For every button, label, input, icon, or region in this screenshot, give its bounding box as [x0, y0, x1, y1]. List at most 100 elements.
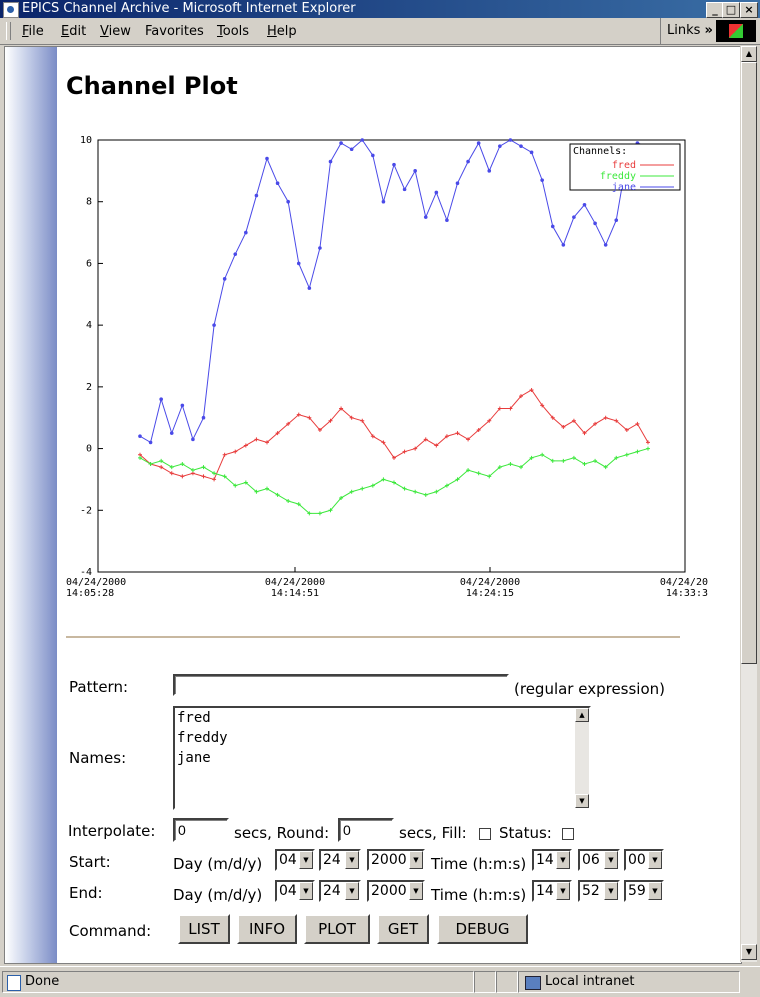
end-year-select[interactable]: 2000 ▼ — [367, 880, 425, 902]
data-point-fred — [413, 446, 418, 451]
dropdown-arrow-icon: ▼ — [345, 851, 359, 869]
data-point-freddy — [381, 477, 386, 482]
data-point-jane — [381, 199, 386, 204]
data-point-fred — [561, 424, 566, 429]
info-button[interactable]: INFO — [237, 914, 297, 944]
names-label: Names: — [69, 749, 127, 767]
page-scrollbar[interactable]: ▲ ▼ — [740, 46, 757, 962]
menu-view[interactable]: View — [100, 24, 131, 39]
close-button[interactable]: × — [740, 2, 758, 18]
toolbar-grip[interactable] — [6, 22, 11, 40]
data-point-freddy — [360, 486, 365, 491]
data-point-fred — [286, 421, 291, 426]
legend-label-freddy: freddy — [600, 171, 636, 182]
scroll-up-arrow-icon[interactable]: ▲ — [575, 708, 589, 722]
list-item[interactable]: freddy — [177, 730, 228, 746]
data-point-freddy — [423, 492, 428, 497]
links-more-chevron[interactable]: » — [704, 23, 713, 38]
links-toolbar[interactable]: Links » — [660, 18, 713, 44]
interpolate-input[interactable] — [173, 818, 229, 842]
data-point-freddy — [550, 458, 555, 463]
scroll-down-arrow-icon[interactable]: ▼ — [575, 794, 589, 808]
data-point-freddy — [646, 446, 650, 451]
status-checkbox[interactable] — [562, 828, 574, 840]
data-point-freddy — [212, 471, 217, 476]
data-point-fred — [646, 440, 650, 445]
start-year-select[interactable]: 2000 ▼ — [367, 849, 425, 871]
list-item[interactable]: jane — [177, 750, 211, 766]
data-point-jane — [318, 246, 322, 250]
plot-button[interactable]: PLOT — [304, 914, 370, 944]
data-point-fred — [487, 418, 492, 423]
menu-favorites[interactable]: Favorites — [145, 24, 204, 39]
decorative-left-band — [5, 47, 57, 963]
end-month-select[interactable]: 04 ▼ — [275, 880, 315, 902]
data-point-jane — [434, 190, 439, 195]
fill-label: secs, Fill: — [399, 824, 467, 842]
start-day-select[interactable]: 24 ▼ — [319, 849, 361, 871]
end-second-select[interactable]: 59 ▼ — [624, 880, 664, 902]
list-item[interactable]: fred — [177, 710, 211, 726]
menu-file[interactable]: File — [22, 24, 44, 39]
y-tick-label: 4 — [86, 320, 92, 331]
dropdown-arrow-icon: ▼ — [299, 882, 313, 900]
data-point-fred — [212, 477, 217, 482]
status-bar: Done Local intranet — [0, 966, 760, 997]
debug-button[interactable]: DEBUG — [437, 914, 528, 944]
menu-help[interactable]: Help — [267, 24, 297, 39]
start-hour-select[interactable]: 14 ▼ — [532, 849, 572, 871]
data-point-fred — [339, 406, 344, 411]
data-point-fred — [455, 431, 460, 436]
data-point-freddy — [614, 455, 619, 460]
start-second-select[interactable]: 00 ▼ — [624, 849, 664, 871]
ie-icon — [3, 2, 19, 18]
data-point-freddy — [286, 499, 291, 504]
end-day-label: Day (m/d/y) — [173, 886, 263, 904]
data-point-jane — [614, 218, 619, 223]
data-point-fred — [254, 437, 259, 442]
data-point-fred — [635, 421, 640, 426]
menu-tools[interactable]: Tools — [217, 24, 250, 39]
start-label: Start: — [69, 853, 111, 871]
scroll-thumb[interactable] — [741, 62, 757, 664]
data-point-freddy — [444, 483, 449, 488]
data-point-fred — [497, 406, 502, 411]
data-point-freddy — [222, 474, 227, 479]
get-button[interactable]: GET — [377, 914, 429, 944]
data-point-fred — [476, 428, 481, 433]
data-point-jane — [201, 415, 206, 420]
data-point-jane — [180, 403, 185, 408]
fill-checkbox[interactable] — [479, 828, 491, 840]
names-listbox[interactable]: fred freddy jane ▲ ▼ — [173, 706, 591, 810]
data-point-jane — [339, 141, 343, 145]
y-tick-label: 6 — [86, 258, 92, 269]
pattern-input[interactable] — [173, 674, 509, 696]
page-icon — [7, 975, 21, 991]
data-point-jane — [371, 153, 375, 158]
end-minute-select[interactable]: 52 ▼ — [578, 880, 620, 902]
end-hour-select[interactable]: 14 ▼ — [532, 880, 572, 902]
data-point-freddy — [603, 465, 608, 470]
data-point-fred — [508, 406, 513, 411]
scroll-up-arrow-icon[interactable]: ▲ — [741, 46, 757, 62]
round-input[interactable] — [338, 818, 394, 842]
menu-edit[interactable]: Edit — [61, 24, 87, 39]
x-tick-label: 04/24/2000 — [460, 577, 520, 588]
dropdown-arrow-icon: ▼ — [604, 851, 618, 869]
data-point-freddy — [413, 489, 418, 494]
start-month-select[interactable]: 04 ▼ — [275, 849, 315, 871]
data-point-fred — [466, 437, 471, 442]
data-point-freddy — [561, 458, 566, 463]
data-point-jane — [148, 440, 153, 445]
data-point-fred — [349, 415, 354, 420]
y-tick-label: 2 — [86, 382, 92, 393]
dropdown-arrow-icon: ▼ — [648, 851, 662, 869]
start-minute-select[interactable]: 06 ▼ — [578, 849, 620, 871]
data-point-fred — [360, 418, 365, 423]
scroll-down-arrow-icon[interactable]: ▼ — [741, 944, 757, 960]
data-point-jane — [349, 147, 354, 152]
end-day-select[interactable]: 24 ▼ — [319, 880, 361, 902]
names-scrollbar[interactable]: ▲ ▼ — [575, 708, 589, 808]
maximize-button[interactable]: □ — [722, 2, 740, 18]
list-button[interactable]: LIST — [178, 914, 230, 944]
